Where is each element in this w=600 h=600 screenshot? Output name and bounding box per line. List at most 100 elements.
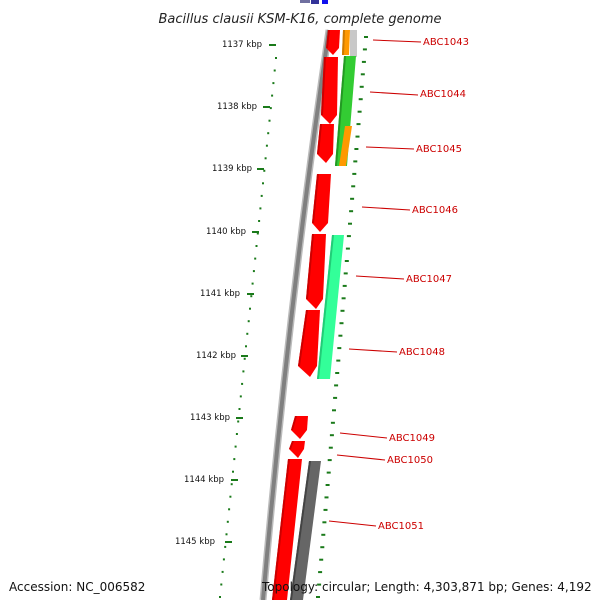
scale-dot (316, 596, 320, 598)
kbp-tick-1137: 1137 kbp (222, 40, 276, 50)
scale-dot (232, 470, 234, 473)
gene-label-abc1043: ABC1043 (372, 37, 469, 48)
scale-dot (259, 207, 262, 210)
scale-dot (242, 370, 245, 373)
svg-text:ABC1048: ABC1048 (399, 347, 445, 358)
kbp-tick-1140: 1140 kbp (206, 227, 259, 237)
scale-dot (245, 345, 247, 348)
scale-dot (336, 359, 341, 362)
scale-dot (345, 247, 350, 250)
svg-text:1141 kbp: 1141 kbp (200, 289, 240, 299)
cds-arrow-abc1046 (312, 174, 331, 232)
scale-dot (235, 433, 238, 435)
kbp-tick-1142: 1142 kbp (196, 351, 248, 361)
svg-text:ABC1046: ABC1046 (412, 205, 458, 216)
scale-dot (350, 197, 355, 200)
scale-dot (246, 332, 249, 335)
scale-dot (333, 396, 338, 399)
scale-dot (262, 182, 264, 185)
scale-dot (258, 220, 261, 222)
gene-label-abc1045: ABC1045 (365, 144, 462, 155)
scale-dot (332, 409, 336, 412)
scale-dot (361, 60, 366, 63)
scale-dot (243, 357, 246, 360)
scale-dot (265, 144, 268, 147)
scale-dot (338, 334, 343, 337)
scale-dot (358, 98, 363, 101)
scale-dot (328, 446, 333, 449)
topology-text: Topology: circular; Length: 4,303,871 bp… (262, 580, 592, 594)
scale-dot (251, 282, 254, 285)
scale-dot (348, 222, 352, 225)
scale-dot (354, 148, 359, 150)
kbp-tick-1144: 1144 kbp (184, 475, 238, 485)
scale-dot (326, 471, 331, 474)
scale-dot (346, 235, 351, 238)
kbp-tick-1145: 1145 kbp (175, 537, 232, 547)
scale-dot (264, 157, 267, 160)
cds-arrow-abc1048 (298, 310, 320, 377)
scale-dot (327, 459, 332, 462)
feature-orange-top (342, 30, 350, 55)
feature-aqua (317, 235, 344, 379)
gene-label-abc1046: ABC1046 (361, 205, 458, 216)
svg-text:1144 kbp: 1144 kbp (184, 475, 224, 485)
gray-feature (350, 30, 357, 57)
svg-text:1140 kbp: 1140 kbp (206, 227, 246, 237)
scale-dot (230, 483, 233, 486)
scale-dot (349, 210, 354, 213)
kbp-tick-1143: 1143 kbp (190, 413, 243, 423)
feature-gray (290, 461, 321, 600)
scale-dot (359, 85, 364, 88)
scale-dot (233, 458, 236, 461)
cds-track (272, 30, 340, 600)
scale-dot (237, 420, 240, 423)
svg-text:ABC1051: ABC1051 (378, 521, 424, 532)
scale-dot (220, 583, 223, 586)
scale-dot (256, 232, 259, 235)
scale-dot (356, 123, 361, 126)
scale-dot (335, 372, 340, 374)
kbp-tick-1138: 1138 kbp (217, 102, 270, 112)
kbp-tick-1141: 1141 kbp (200, 289, 254, 299)
svg-text:1142 kbp: 1142 kbp (196, 351, 236, 361)
scale-dot (221, 570, 224, 573)
scale-dot (355, 135, 360, 138)
cds-arrow-abc1045 (317, 124, 334, 163)
scale-dot (330, 421, 335, 424)
scale-dot (344, 260, 349, 262)
scale-dot (273, 69, 276, 72)
svg-text:1143 kbp: 1143 kbp (190, 413, 230, 423)
feature-orange-mid (339, 126, 352, 166)
cds-arrow-abc1050 (289, 441, 305, 458)
svg-text:ABC1049: ABC1049 (389, 433, 435, 444)
scale-dot (252, 270, 255, 273)
svg-text:1138 kbp: 1138 kbp (217, 102, 257, 112)
scale-dot (341, 297, 346, 300)
scale-dot (238, 408, 241, 410)
kbp-scale: 1137 kbp 1138 kbp 1139 kbp 1140 kbp 1141… (175, 40, 276, 547)
scale-dot (234, 445, 237, 448)
map-title: Bacillus clausii KSM-K16, complete genom… (158, 12, 441, 27)
svg-text:1139 kbp: 1139 kbp (212, 164, 252, 174)
scale-dot (337, 347, 342, 350)
scale-dot (263, 169, 266, 172)
scale-dot (249, 307, 251, 310)
scale-dot (324, 496, 329, 499)
backbone (259, 29, 333, 600)
svg-text:ABC1044: ABC1044 (420, 89, 466, 100)
scale-dot (271, 94, 274, 97)
feature-track (290, 30, 356, 600)
accession-text: Accession: NC_006582 (9, 580, 146, 594)
gene-label-abc1048: ABC1048 (348, 347, 445, 358)
scale-dot (325, 484, 330, 486)
scale-dot (339, 322, 344, 325)
scale-dot (219, 596, 221, 598)
scale-dot (225, 533, 228, 536)
cds-arrow-abc1044 (321, 57, 338, 124)
scale-dot (224, 545, 227, 548)
cds-arrow-abc1051 (272, 459, 302, 600)
scale-dot (362, 48, 367, 51)
scale-dot (254, 257, 257, 260)
